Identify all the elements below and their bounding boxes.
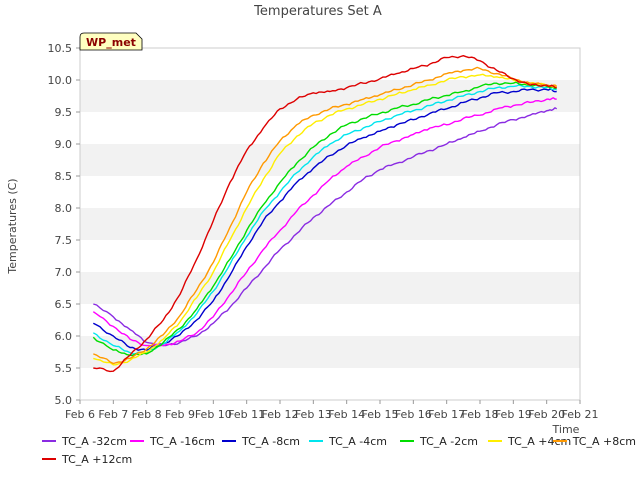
grid-band bbox=[80, 368, 580, 400]
legend-item: TC_A +8cm bbox=[552, 433, 636, 449]
grid-band bbox=[80, 240, 580, 272]
grid-band bbox=[80, 80, 580, 112]
x-tick-label: Feb 17 bbox=[428, 408, 465, 421]
x-axis-label: Time bbox=[552, 423, 580, 436]
y-tick-label: 7.0 bbox=[55, 266, 73, 279]
legend-label: TC_A -4cm bbox=[329, 434, 388, 448]
series-line-tc-a-12cm bbox=[93, 55, 557, 373]
y-tick-label: 9.0 bbox=[55, 138, 73, 151]
grid-band bbox=[80, 336, 580, 368]
chart-title: Temperatures Set A bbox=[253, 4, 382, 19]
y-tick-label: 5.5 bbox=[55, 362, 73, 375]
grid-band bbox=[80, 112, 580, 144]
legend-swatch bbox=[42, 440, 56, 442]
x-tick-label: Feb 14 bbox=[328, 408, 365, 421]
grid-band bbox=[80, 176, 580, 208]
legend-item: TC_A -16cm bbox=[130, 433, 215, 449]
series-line-tc-a-4cm bbox=[93, 73, 557, 366]
x-tick-label: Feb 21 bbox=[562, 408, 599, 421]
legend-item: TC_A -2cm bbox=[400, 433, 478, 449]
grid-band bbox=[80, 144, 580, 176]
legend-swatch bbox=[130, 440, 144, 442]
y-tick-label: 8.5 bbox=[55, 170, 73, 183]
site-badge: WP_met bbox=[79, 32, 143, 51]
x-tick-label: Feb 13 bbox=[295, 408, 332, 421]
legend-label: TC_A -8cm bbox=[242, 434, 301, 448]
legend-label: TC_A -16cm bbox=[150, 434, 216, 448]
y-axis-ticks: 5.0 5.5 6.0 6.5 7.0 7.5 8.0 8.5 9.0 9.5 10.0 10.5 bbox=[48, 42, 80, 407]
legend-swatch bbox=[309, 440, 323, 442]
series-line-tc-a-2cm bbox=[92, 81, 558, 357]
legend-item: TC_A -4cm bbox=[309, 433, 387, 449]
x-tick-label: Feb 11 bbox=[228, 408, 265, 421]
grid-band bbox=[80, 304, 580, 336]
legend-label: TC_A -2cm bbox=[420, 434, 479, 448]
y-tick-label: 10.0 bbox=[48, 74, 73, 87]
grid-band bbox=[80, 272, 580, 304]
plot-area bbox=[79, 47, 581, 401]
legend-swatch bbox=[400, 440, 414, 442]
grid-band bbox=[80, 48, 580, 80]
y-tick-label: 10.5 bbox=[48, 42, 73, 55]
x-tick-label: Feb 12 bbox=[262, 408, 299, 421]
legend-swatch bbox=[222, 440, 236, 442]
legend-item: TC_A -8cm bbox=[222, 433, 300, 449]
series-line-tc-a-32cm bbox=[93, 107, 558, 347]
y-tick-label: 8.0 bbox=[55, 202, 73, 215]
y-tick-label: 9.5 bbox=[55, 106, 73, 119]
grid-bands bbox=[80, 48, 580, 400]
x-tick-label: Feb 15 bbox=[362, 408, 399, 421]
legend-label: TC_A +4cm bbox=[508, 434, 572, 448]
legend-item: TC_A +4cm bbox=[488, 433, 571, 449]
series-line-tc-a-8cm bbox=[92, 88, 557, 351]
x-tick-label: Feb 20 bbox=[528, 408, 565, 421]
y-axis-label: Temperatures (C) bbox=[6, 178, 19, 274]
x-tick-label: Feb 9 bbox=[165, 408, 195, 421]
x-tick-label: Feb 16 bbox=[395, 408, 432, 421]
y-tick-label: 6.0 bbox=[55, 330, 73, 343]
legend-label: TC_A +8cm bbox=[572, 434, 636, 448]
series-lines bbox=[92, 55, 558, 373]
legend-item: TC_A +12cm bbox=[42, 451, 132, 467]
y-tick-label: 6.5 bbox=[55, 298, 73, 311]
legend-swatch bbox=[552, 440, 567, 442]
legend-swatch bbox=[488, 440, 502, 442]
y-tick-label: 5.0 bbox=[55, 394, 73, 407]
x-tick-label: Feb 8 bbox=[132, 408, 162, 421]
chart-legend: TC_A -32cm TC_A -16cm TC_A -8cm TC_A -4cm TC… bbox=[0, 433, 640, 473]
y-tick-label: 7.5 bbox=[55, 234, 73, 247]
x-tick-label: Feb 7 bbox=[98, 408, 128, 421]
site-badge-label: WP_met bbox=[86, 36, 136, 49]
x-tick-label: Feb 18 bbox=[462, 408, 499, 421]
site-badge-shape bbox=[79, 32, 143, 51]
x-tick-label: Feb 6 bbox=[65, 408, 95, 421]
x-tick-label: Feb 10 bbox=[195, 408, 232, 421]
grid-band bbox=[80, 208, 580, 240]
series-line-tc-a-16cm bbox=[92, 97, 557, 347]
series-line-tc-a-8cm bbox=[93, 66, 558, 365]
legend-swatch bbox=[42, 458, 56, 460]
legend-label: TC_A +12cm bbox=[62, 452, 133, 466]
legend-label: TC_A -32cm bbox=[62, 434, 128, 448]
x-tick-label: Feb 19 bbox=[495, 408, 532, 421]
series-line-tc-a-4cm bbox=[92, 84, 557, 355]
legend-item: TC_A -32cm bbox=[42, 433, 127, 449]
